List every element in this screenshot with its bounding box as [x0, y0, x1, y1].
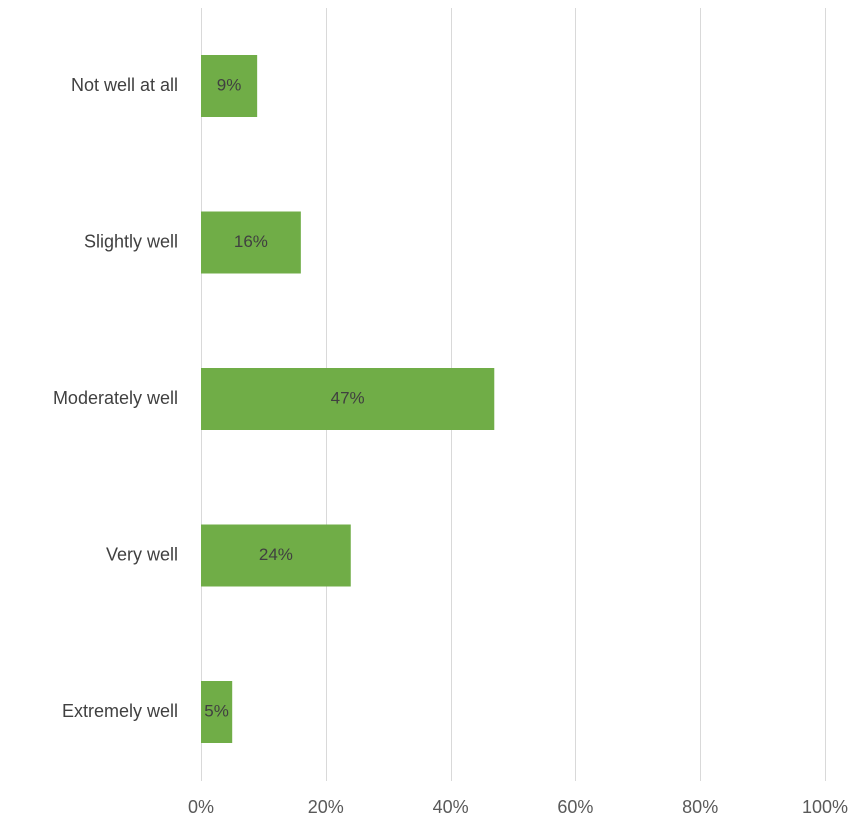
bars: 9% 16% 47% 24% 5%: [201, 55, 495, 743]
x-tick-label: 40%: [433, 797, 469, 817]
x-tick-label: 100%: [802, 797, 848, 817]
data-label: 24%: [259, 545, 293, 564]
category-labels: Not well at all Slightly well Moderately w…: [53, 75, 178, 721]
x-tick-label: 80%: [682, 797, 718, 817]
bar: [201, 368, 495, 430]
bar: [201, 524, 351, 587]
bar: [201, 681, 233, 743]
data-label: 47%: [331, 388, 365, 407]
data-label: 16%: [234, 232, 268, 251]
bar: [201, 55, 258, 117]
bar: [201, 211, 301, 274]
x-tick-label: 60%: [557, 797, 593, 817]
category-label: Extremely well: [62, 701, 178, 721]
category-label: Not well at all: [71, 75, 178, 95]
data-label: 5%: [204, 701, 229, 720]
category-label: Moderately well: [53, 388, 178, 408]
category-label: Slightly well: [84, 231, 178, 251]
x-tick-label: 20%: [308, 797, 344, 817]
data-label: 9%: [217, 75, 242, 94]
x-axis-tick-labels: 0% 20% 40% 60% 80% 100%: [188, 797, 848, 817]
category-label: Very well: [106, 544, 178, 564]
x-tick-label: 0%: [188, 797, 214, 817]
